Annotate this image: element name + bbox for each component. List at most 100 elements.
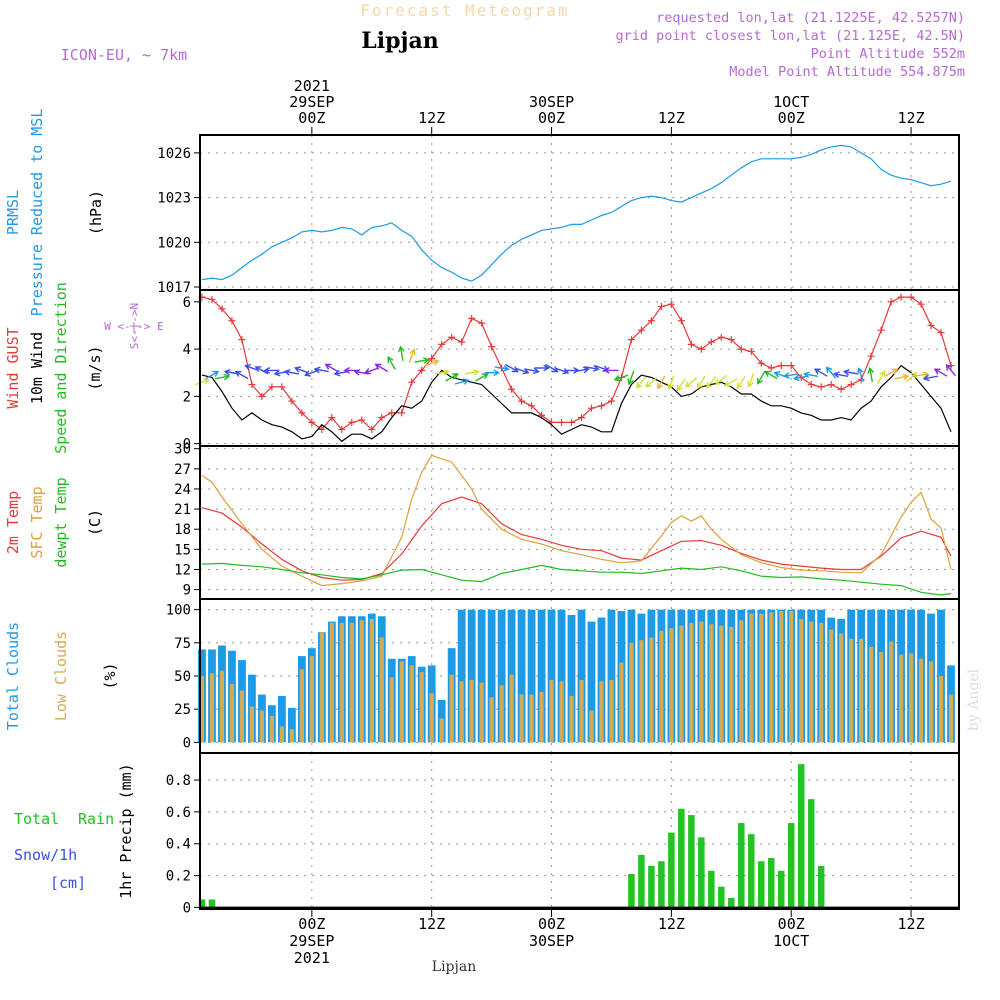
y-tick-label: 0.4	[166, 837, 191, 853]
y-tick-label: 30	[174, 442, 191, 458]
axis-label: Total Clouds	[4, 622, 22, 730]
axis-label: SFC Temp	[28, 486, 46, 558]
gust-marker	[268, 383, 276, 391]
y-tick-label: 27	[174, 462, 191, 478]
low-bar	[908, 653, 914, 743]
top-time-label: 00Z	[298, 109, 325, 127]
wind-arrow	[876, 370, 886, 384]
low-bar	[839, 633, 844, 743]
gust-marker	[647, 317, 655, 325]
gust-marker	[398, 409, 406, 417]
axis-label: (m/s)	[86, 345, 104, 390]
low-bar	[539, 691, 544, 743]
low-bar	[239, 690, 245, 743]
wind-arrow	[667, 375, 675, 391]
low-bar	[399, 661, 404, 743]
axis-label: 2m Temp	[4, 491, 22, 554]
wind-arrow	[894, 373, 910, 381]
total-bar	[597, 617, 606, 743]
gust-marker	[488, 343, 496, 351]
gust-marker	[218, 305, 226, 313]
gust-marker	[508, 385, 516, 393]
low-bar	[689, 622, 694, 743]
axis-label: 10m Wind	[28, 332, 46, 404]
low-bar	[609, 679, 614, 743]
gust-marker	[907, 293, 915, 301]
gust-marker	[458, 338, 466, 346]
requested-lonlat: requested lon,lat (21.1225E, 42.5257N)	[656, 10, 965, 26]
gust-marker	[468, 314, 476, 322]
wind-arrow	[627, 370, 635, 386]
gust-marker	[318, 425, 326, 433]
low-bar	[419, 672, 424, 743]
y-tick-label: 12	[174, 562, 191, 578]
low-bar	[219, 670, 225, 743]
wind-arrow	[705, 376, 717, 389]
y-tick-label: 1023	[157, 191, 191, 207]
low-bar	[629, 642, 634, 743]
y-tick-label: 0	[183, 437, 191, 453]
wind-arrow	[584, 365, 600, 372]
gust-marker	[727, 336, 735, 344]
top-time-label: 00Z	[538, 109, 565, 127]
low-bar	[489, 697, 494, 743]
gust-marker	[418, 366, 426, 374]
panel-frame	[199, 134, 960, 291]
gust-marker	[358, 416, 366, 424]
gust-marker	[657, 303, 665, 311]
low-bar	[309, 656, 314, 743]
bottom-time-label: 00Z	[778, 915, 805, 933]
gust-marker	[637, 326, 645, 334]
gust-marker	[767, 364, 775, 372]
wind-arrow	[914, 371, 930, 379]
wind-arrow	[644, 377, 658, 388]
wind-arrow	[857, 367, 865, 382]
bottom-time-label: 1OCT	[773, 932, 809, 950]
total-bar	[537, 609, 546, 743]
low-bar	[199, 676, 205, 743]
low-bar	[409, 665, 414, 743]
sfc_temp-line	[201, 454, 952, 587]
rain-bar	[787, 823, 795, 908]
total-bar	[467, 609, 476, 743]
gust-marker	[877, 326, 885, 334]
top-time-label: 00Z	[778, 109, 805, 127]
low-bar	[898, 654, 904, 743]
gust-marker	[847, 381, 855, 389]
legend-total: Total	[14, 810, 59, 828]
wind-arrow	[945, 363, 957, 377]
wind-arrow	[475, 373, 489, 382]
rain-bar	[748, 834, 755, 908]
wind-arrow	[574, 366, 590, 374]
legend-snow-unit: [cm]	[50, 874, 86, 892]
low-bar	[369, 618, 374, 743]
low-bar	[569, 695, 574, 743]
low-bar	[519, 694, 524, 743]
axis-label: PRMSL	[4, 190, 22, 235]
gust-marker	[528, 402, 536, 410]
low-bar	[479, 682, 484, 743]
low-bar	[769, 612, 774, 743]
gust-marker	[927, 321, 935, 329]
wind-arrow	[387, 355, 396, 370]
wind-arrow	[454, 378, 470, 385]
wind-arrow	[635, 376, 647, 389]
wind-arrow	[922, 374, 939, 382]
low-bar	[299, 669, 304, 743]
wind-arrow	[484, 369, 501, 377]
low-bar	[639, 640, 644, 743]
rain-bar	[698, 837, 705, 908]
top-time-label: 30SEP	[529, 93, 574, 111]
axis-label: 1hr Precip (mm)	[117, 763, 135, 898]
gust-marker	[587, 404, 595, 412]
low-bar	[829, 629, 834, 743]
gust-marker	[867, 352, 875, 360]
top-time-label: 1OCT	[773, 93, 809, 111]
location-title: Lipjan	[361, 28, 438, 54]
y-tick-label: 0.6	[166, 805, 191, 821]
series-line	[201, 144, 952, 282]
rain-bar	[718, 886, 725, 908]
y-tick-label: 1020	[157, 235, 191, 251]
legend-rain: Rain	[78, 810, 114, 828]
gust-marker	[428, 355, 436, 363]
